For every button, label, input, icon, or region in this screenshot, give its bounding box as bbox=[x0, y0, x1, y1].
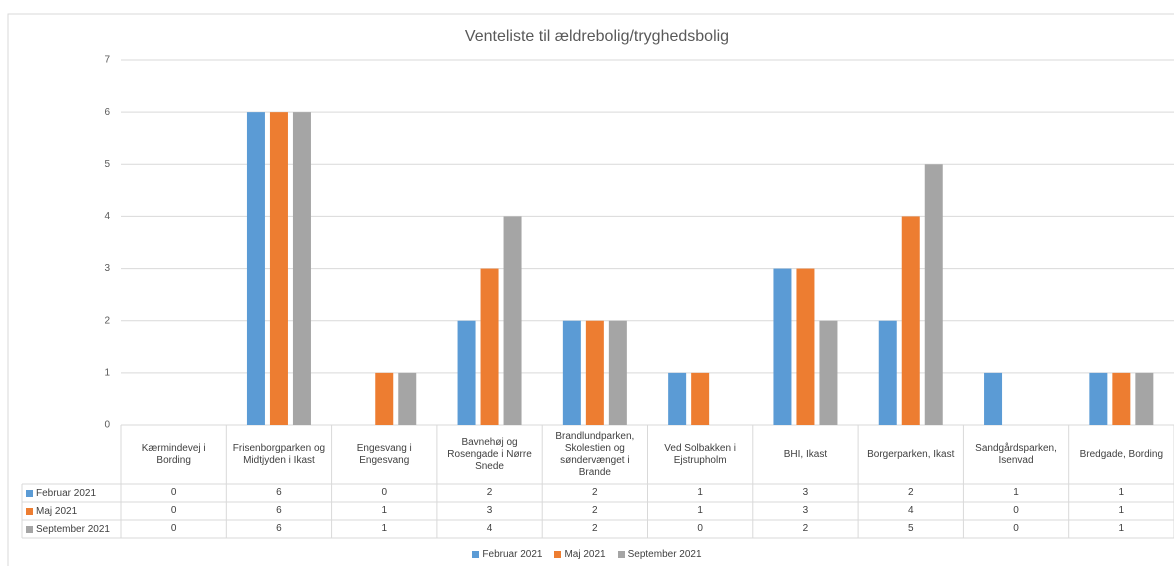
y-tick-label: 0 bbox=[104, 420, 110, 431]
category-label: Bredgade, Bording bbox=[1079, 448, 1164, 460]
table-value: 3 bbox=[802, 487, 809, 498]
table-value: 1 bbox=[697, 487, 703, 498]
bar bbox=[457, 320, 476, 425]
table-value: 3 bbox=[486, 505, 493, 516]
legend-item: Februar 2021 bbox=[472, 549, 542, 560]
category-label: Kærmindevej i Bording bbox=[141, 442, 206, 466]
legend-label: Februar 2021 bbox=[36, 487, 97, 499]
bar bbox=[1112, 372, 1131, 425]
legend-label: Februar 2021 bbox=[482, 548, 543, 560]
table-value: 4 bbox=[907, 505, 914, 516]
table-value: 2 bbox=[486, 487, 493, 498]
table-value: 0 bbox=[381, 487, 388, 498]
bar bbox=[1089, 372, 1108, 425]
legend-label: Maj 2021 bbox=[564, 548, 606, 560]
table-value: 3 bbox=[802, 505, 809, 516]
bar bbox=[398, 372, 417, 425]
table-value: 0 bbox=[697, 523, 703, 534]
bar bbox=[608, 320, 627, 425]
legend-swatch bbox=[26, 489, 33, 497]
category-label: Ved Solbakken i Ejstrupholm bbox=[664, 442, 736, 466]
bar bbox=[375, 372, 394, 425]
table-value: 2 bbox=[592, 505, 598, 516]
bar bbox=[819, 320, 838, 425]
legend-swatch bbox=[26, 525, 33, 533]
table-value: 1 bbox=[381, 523, 388, 534]
bar bbox=[269, 112, 288, 426]
legend-swatch bbox=[617, 550, 625, 558]
bar bbox=[480, 268, 499, 425]
bar bbox=[503, 216, 522, 425]
legend-swatch bbox=[554, 550, 562, 558]
legend-item: Maj 2021 bbox=[554, 548, 606, 560]
category-label: Brandlundparken, Skolestien og søndervæn… bbox=[555, 430, 635, 478]
bar bbox=[878, 320, 897, 425]
category-label: Borgerparken, Ikast bbox=[867, 448, 955, 460]
category-label: Bavnehøj og Rosengade i Nørre Snede bbox=[447, 436, 532, 472]
bar bbox=[562, 320, 581, 425]
table-value: 1 bbox=[697, 505, 703, 516]
legend-label: September 2021 bbox=[36, 523, 110, 535]
y-tick-label: 3 bbox=[104, 263, 110, 274]
y-tick-label: 6 bbox=[104, 107, 110, 118]
bar bbox=[668, 372, 687, 425]
table-value: 2 bbox=[592, 487, 598, 498]
table-value: 4 bbox=[486, 523, 493, 534]
legend: Februar 2021 Maj 2021 September 2021 bbox=[0, 546, 1174, 562]
table-legend-key: Maj 2021 bbox=[26, 502, 77, 520]
chart-title: Venteliste til ældrebolig/tryghedsbolig bbox=[465, 28, 729, 45]
bar bbox=[901, 216, 920, 425]
bar bbox=[796, 268, 815, 425]
category-label: Frisenborgparken og Midtjyden i Ikast bbox=[232, 442, 326, 466]
y-tick-label: 5 bbox=[104, 159, 110, 170]
table-value: 2 bbox=[907, 487, 914, 498]
table-value: 5 bbox=[907, 523, 914, 534]
table-value: 6 bbox=[276, 487, 282, 498]
table-value: 0 bbox=[1013, 523, 1019, 534]
table-value: 0 bbox=[170, 523, 177, 534]
legend-label: Maj 2021 bbox=[36, 505, 78, 517]
table-value: 1 bbox=[1013, 487, 1019, 498]
y-tick-label: 7 bbox=[104, 55, 110, 66]
y-tick-label: 4 bbox=[104, 211, 110, 222]
table-value: 2 bbox=[802, 523, 809, 534]
legend-swatch bbox=[472, 550, 480, 558]
bar bbox=[773, 268, 792, 425]
category-label: Sandgårdsparken, Isenvad bbox=[975, 442, 1057, 466]
bar bbox=[1135, 372, 1154, 425]
table-value: 1 bbox=[1118, 523, 1125, 534]
table-value: 1 bbox=[381, 505, 388, 516]
bar bbox=[924, 164, 943, 426]
legend-swatch bbox=[26, 507, 33, 515]
table-value: 6 bbox=[276, 505, 282, 516]
table-value: 0 bbox=[1013, 505, 1019, 516]
table-value: 0 bbox=[170, 505, 177, 516]
bar bbox=[246, 112, 265, 426]
bar bbox=[984, 372, 1003, 425]
table-value: 6 bbox=[276, 523, 282, 534]
table-legend-key: September 2021 bbox=[26, 520, 110, 538]
table-value: 1 bbox=[1118, 487, 1125, 498]
category-label: Engesvang i Engesvang bbox=[356, 442, 412, 466]
chart-border bbox=[7, 13, 1174, 566]
category-label: BHI, Ikast bbox=[783, 448, 828, 460]
y-tick-label: 1 bbox=[104, 367, 110, 378]
legend-item: September 2021 bbox=[617, 548, 702, 560]
table-value: 1 bbox=[1118, 505, 1125, 516]
bar bbox=[292, 112, 311, 426]
bar bbox=[585, 320, 604, 425]
bar bbox=[691, 372, 710, 425]
table-value: 0 bbox=[170, 487, 177, 498]
table-legend-key: Februar 2021 bbox=[26, 484, 96, 502]
table-value: 2 bbox=[592, 523, 598, 534]
legend-label: September 2021 bbox=[627, 548, 702, 560]
y-tick-label: 2 bbox=[104, 315, 110, 326]
